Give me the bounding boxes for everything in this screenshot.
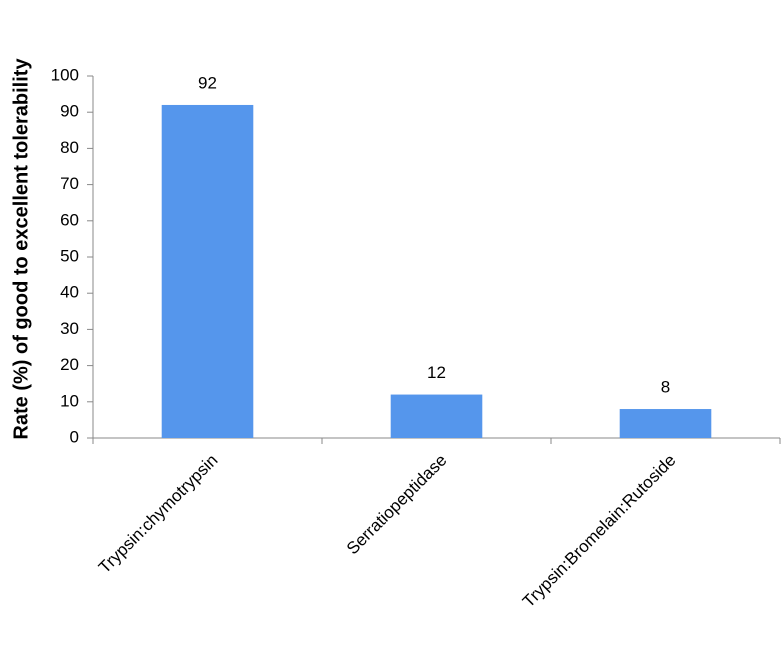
- y-tick-label: 100: [51, 65, 79, 84]
- data-label: 92: [198, 73, 217, 92]
- data-label: 12: [427, 363, 446, 382]
- bar: [390, 394, 483, 438]
- x-tick-label: Trypsin:chymotrypsin: [95, 451, 222, 578]
- y-tick-label: 70: [60, 174, 79, 193]
- data-label: 8: [661, 378, 670, 397]
- y-tick-label: 30: [60, 319, 79, 338]
- y-tick-label: 80: [60, 138, 79, 157]
- y-tick-label: 90: [60, 102, 79, 121]
- y-tick-label: 20: [60, 355, 79, 374]
- y-tick-label: 50: [60, 246, 79, 265]
- y-tick-label: 40: [60, 283, 79, 302]
- x-tick-label: Trypsin:Bromelain:Rutoside: [519, 451, 680, 612]
- bar: [161, 104, 254, 439]
- y-axis-label: Rate (%) of good to excellent tolerabili…: [10, 58, 32, 440]
- bar: [619, 409, 712, 438]
- y-tick-label: 60: [60, 210, 79, 229]
- y-tick-label: 0: [70, 427, 79, 446]
- x-tick-label: Serratiopeptidase: [343, 451, 451, 559]
- y-tick-label: 10: [60, 391, 79, 410]
